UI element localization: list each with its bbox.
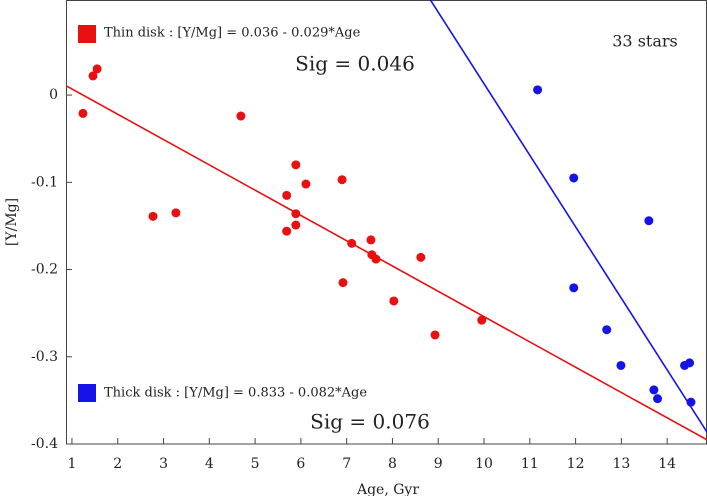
legend-label: Thick disk : [Y/Mg] = 0.833 - 0.082*Age [104,386,367,401]
x-tick-label: 10 [475,456,493,472]
data-point [291,220,301,230]
data-point [338,278,348,288]
y-tick-label: 0 [49,87,58,103]
y-tick-label: -0.1 [31,174,58,190]
fit-line [66,84,707,441]
x-tick-label: 7 [342,456,351,472]
annotation: Sig = 0.046 [295,52,415,76]
x-tick-label: 12 [567,456,585,472]
data-point [616,360,626,370]
data-point [569,283,579,293]
data-point [430,330,440,340]
x-axis-label: Age, Gyr [356,482,419,496]
fit-lines [66,0,707,441]
data-point [602,325,612,335]
data-point [291,160,301,170]
data-point [171,208,181,218]
x-tick-label: 5 [251,456,260,472]
x-tick-label: 14 [658,456,676,472]
x-tick-label: 13 [612,456,630,472]
x-tick-label: 8 [388,456,397,472]
annotation: Sig = 0.076 [310,410,430,434]
data-point [644,216,654,226]
data-point [236,111,246,121]
x-tick-label: 4 [205,456,214,472]
x-tick-label: 11 [521,456,539,472]
data-point [366,235,376,245]
y-tick-label: -0.4 [31,436,58,452]
fit-line [429,0,707,433]
annotation: 33 stars [612,32,677,51]
data-point [686,397,696,407]
data-point [649,385,659,395]
y-tick-label: -0.3 [31,349,58,365]
legend-swatch [78,25,96,43]
legend-swatch [78,384,96,402]
x-tick-label: 3 [159,456,168,472]
x-tick-label: 9 [434,456,443,472]
x-tick-label: 1 [67,456,76,472]
data-point [92,64,102,74]
data-point [88,71,98,81]
data-point [78,108,88,118]
y-axis-label: [Y/Mg] [4,198,20,246]
data-point [569,173,579,183]
data-point [148,211,158,221]
data-point [389,296,399,306]
legend-label: Thin disk : [Y/Mg] = 0.036 - 0.029*Age [104,26,361,41]
data-point [685,358,695,368]
data-point [347,238,357,248]
data-point [301,179,311,189]
x-tick-label: 2 [113,456,122,472]
data-point [416,252,426,262]
data-point [371,254,381,264]
data-point [477,315,487,325]
data-point [291,209,301,219]
data-point [282,190,292,200]
data-point [337,175,347,185]
x-tick-label: 6 [296,456,305,472]
data-point [533,85,543,95]
data-point [653,394,663,404]
y-tick-label: -0.2 [31,262,58,278]
data-point [282,226,292,236]
